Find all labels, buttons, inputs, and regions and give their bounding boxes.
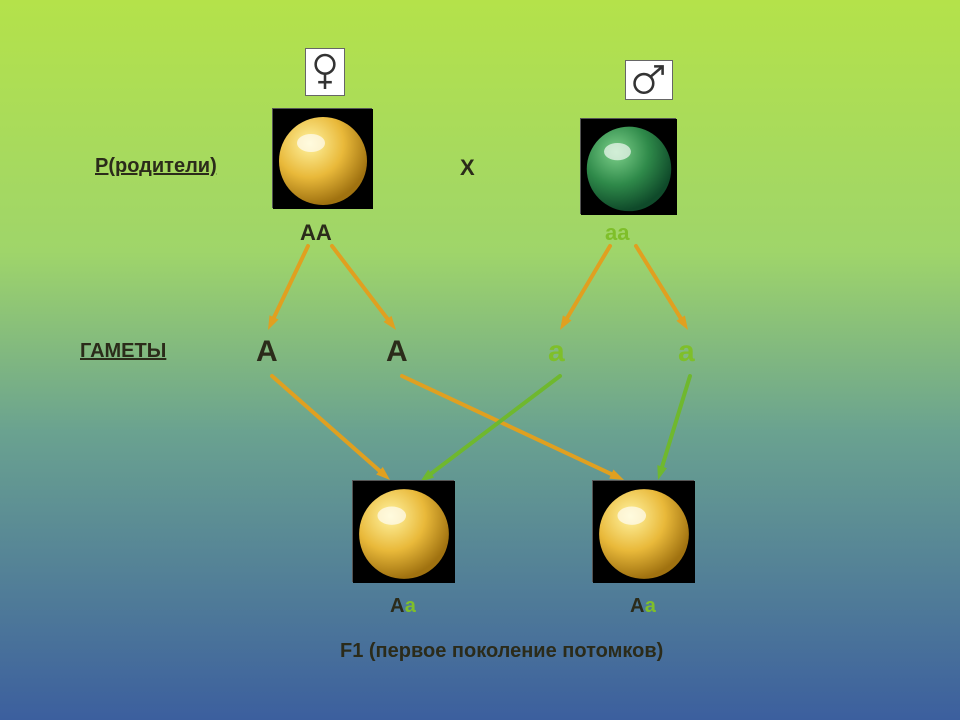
genotype-offspring-2: Аа <box>630 595 656 618</box>
offspring-pea-1 <box>352 480 454 582</box>
gamete-a-2: а <box>678 335 695 369</box>
offspring-pea-2 <box>592 480 694 582</box>
cross-symbol-x: X <box>460 155 475 181</box>
gamete-A-2: А <box>386 335 408 369</box>
genetics-cross-diagram: Р(родители) ГАМЕТЫ X F1 (первое поколени… <box>0 0 960 720</box>
label-f1-caption: F1 (первое поколение потомков) <box>340 640 663 663</box>
gamete-A-1: А <box>256 335 278 369</box>
male-symbol-icon <box>625 60 673 100</box>
genotype-parent-AA: АА <box>300 220 332 246</box>
genotype-parent-aa: аа <box>605 220 629 246</box>
genotype-offspring-1: Аа <box>390 595 416 618</box>
label-parents: Р(родители) <box>95 155 217 178</box>
parent-female-pea <box>272 108 372 208</box>
female-symbol-icon <box>305 48 345 96</box>
gamete-a-1: а <box>548 335 565 369</box>
parent-male-pea <box>580 118 676 214</box>
label-gametes: ГАМЕТЫ <box>80 340 166 363</box>
